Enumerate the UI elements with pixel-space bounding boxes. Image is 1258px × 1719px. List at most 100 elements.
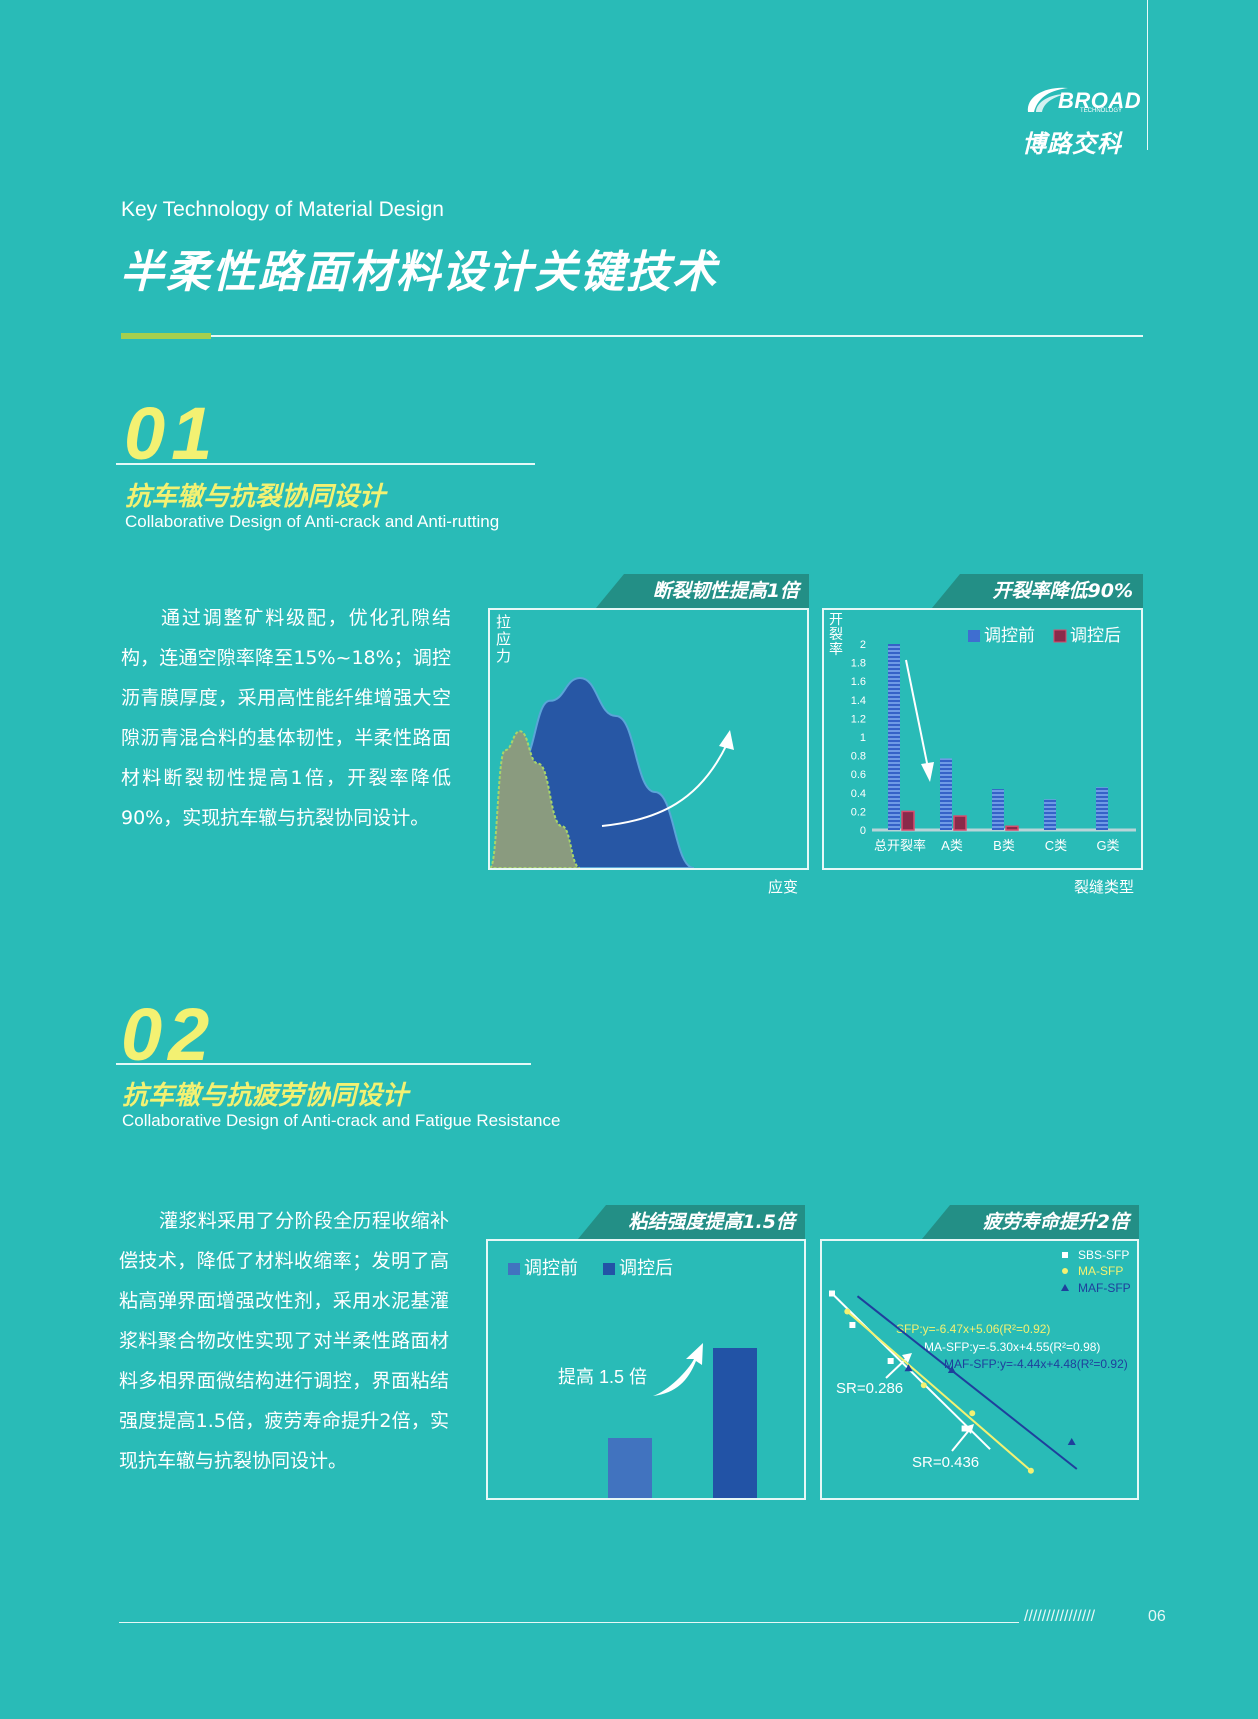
page-subtitle: Key Technology of Material Design [121,198,444,221]
point-ma-sfp [920,1382,927,1389]
legend-label-after: 调控后 [619,1258,673,1278]
bar-before [888,644,900,830]
fit-line-maf-sfp [856,1295,1078,1470]
improvement-arrow [653,1343,703,1396]
y-tick-label: 1.8 [851,658,866,670]
y-tick-label: 0.6 [851,769,866,781]
bar-before [608,1438,652,1498]
y-tick-label: 1.2 [851,713,866,725]
legend: 调控前 调控后 [968,626,1121,645]
brand-name-en: BROAD [1058,88,1142,113]
bar-after [953,815,967,831]
y-tick-label: 0.8 [851,751,866,763]
stress-strain-plot [489,676,734,869]
chart-tag: 断裂韧性提高1倍 [596,574,809,608]
bar-after [901,810,915,831]
improvement-arrow-head [719,730,734,750]
section-paragraph: 通过调整矿料级配，优化孔隙结构，连通空隙率降至15%~18%；调控沥青膜厚度，采… [121,607,451,829]
y-axis-label: 拉应力 [496,613,512,665]
crack-rate-chart: 调控前 调控后 0 0.2 0.4 0.6 0.8 1 1.2 1.4 1.6 1.8 2 总开裂率 A… [822,608,1143,870]
x-tick-label: B类 [993,838,1015,853]
legend-swatch-after [603,1263,615,1275]
legend-label-maf: MAF-SFP [1078,1281,1131,1295]
point-sbs-sfp [849,1322,856,1328]
sr-label-1: SR=0.286 [836,1380,903,1397]
brand-name-cn: 博路交科 [1022,130,1122,158]
x-tick-label: G类 [1096,838,1119,853]
bar-before [1044,799,1056,830]
section-subtitle: Collaborative Design of Anti-crack and A… [125,512,500,531]
sr-label-2: SR=0.436 [912,1454,979,1471]
point-sbs-sfp [829,1290,835,1297]
trend-arrow [905,659,929,769]
bar-before [1096,787,1108,830]
legend-marker-maf [1061,1284,1069,1291]
bar-after [1005,825,1019,831]
section-title: 抗车辙与抗疲劳协同设计 [122,1081,409,1111]
legend-marker-sbs [1062,1252,1068,1258]
sr-arrow-2 [951,1428,971,1452]
bar-before [992,789,1004,830]
title-rule [121,335,1143,337]
section-number: 02 [121,993,216,1076]
section-rule [116,463,535,465]
brand-name-sub: TECHNOLOGY [1080,108,1123,114]
point-sbs-sfp [961,1425,968,1432]
y-tick-label: 1.6 [851,676,866,688]
legend-marker-ma [1062,1268,1068,1274]
improvement-arrow-curve [601,743,728,827]
x-tick-label: 总开裂率 [874,838,926,853]
point-maf-sfp [947,1366,956,1373]
equation-sfp: SFP:y=-6.47x+5.06(R²=0.92) [896,1322,1050,1336]
chart-tag: 开裂率降低90% [932,574,1143,608]
equation-maf-sfp: MAF-SFP:y=-4.44x+4.48(R²=0.92) [944,1357,1128,1371]
y-axis-label: 开裂率 [829,612,843,658]
section-rule [116,1063,531,1065]
section-paragraph: 灌浆料采用了分阶段全历程收缩补偿技术，降低了材料收缩率；发明了高粘高弹界面增强改… [119,1210,449,1472]
point-maf-sfp [904,1364,913,1372]
chart-tag: 疲劳寿命提升2倍 [922,1205,1139,1239]
page-number: 06 [1148,1608,1166,1625]
point-ma-sfp [969,1410,976,1417]
legend-swatch-before [508,1263,520,1275]
chart-tag: 粘结强度提高1.5倍 [578,1205,805,1239]
page-title: 半柔性路面材料设计关键技术 [120,247,718,298]
y-tick-label: 0.4 [851,788,866,800]
section-title: 抗车辙与抗裂协同设计 [125,482,386,512]
crack-rate-plot: 调控前 调控后 0 0.2 0.4 0.6 0.8 1 1.2 1.4 1.6 1.8 2 总开裂率 A… [851,626,1136,853]
bar-after [713,1348,757,1498]
legend: SBS-SFP MA-SFP MAF-SFP [1061,1248,1131,1295]
improvement-annotation: 提高 1.5 倍 [558,1367,647,1387]
sr-arrow-1-head [902,1353,912,1363]
footer-rule [119,1622,1019,1623]
y-tick-label: 0 [860,825,866,837]
x-tick-label: A类 [941,838,963,853]
y-tick-label: 0.2 [851,806,866,818]
legend-label-sbs: SBS-SFP [1078,1248,1129,1262]
legend-label-before: 调控前 [984,626,1035,645]
section-subtitle: Collaborative Design of Anti-crack and F… [122,1111,561,1130]
y-tick-label: 1.4 [851,695,866,707]
fit-line-ma-sfp [846,1310,1032,1472]
y-tick-label: 2 [860,639,866,651]
point-ma-sfp [844,1308,851,1315]
legend-label-ma: MA-SFP [1078,1264,1123,1278]
x-axis-label: 应变 [768,878,799,896]
legend-swatch-after [1053,629,1067,643]
brand-logo-icon [1027,87,1068,112]
y-tick-label: 1 [860,732,866,744]
legend-swatch-before [968,630,980,642]
legend-label-before: 调控前 [524,1258,578,1278]
fatigue-life-chart: SBS-SFP MA-SFP MAF-SFP SFP:y=-6.47x+5.06… [820,1239,1139,1500]
bond-strength-plot: 调控前 调控后 提高 1.5 倍 [508,1258,757,1498]
stress-strain-chart [488,608,809,870]
x-axis-label: 裂缝类型 [1074,878,1135,896]
before-curve [489,730,581,869]
trend-arrow-head [921,762,934,782]
footer-slashes: //////////////// [1024,1608,1096,1625]
bar-before [940,758,952,830]
fit-line-sfp [831,1292,991,1450]
point-ma-sfp [1027,1467,1034,1474]
bond-strength-chart: 调控前 调控后 提高 1.5 倍 [486,1239,806,1500]
header-divider-line [1147,0,1148,150]
